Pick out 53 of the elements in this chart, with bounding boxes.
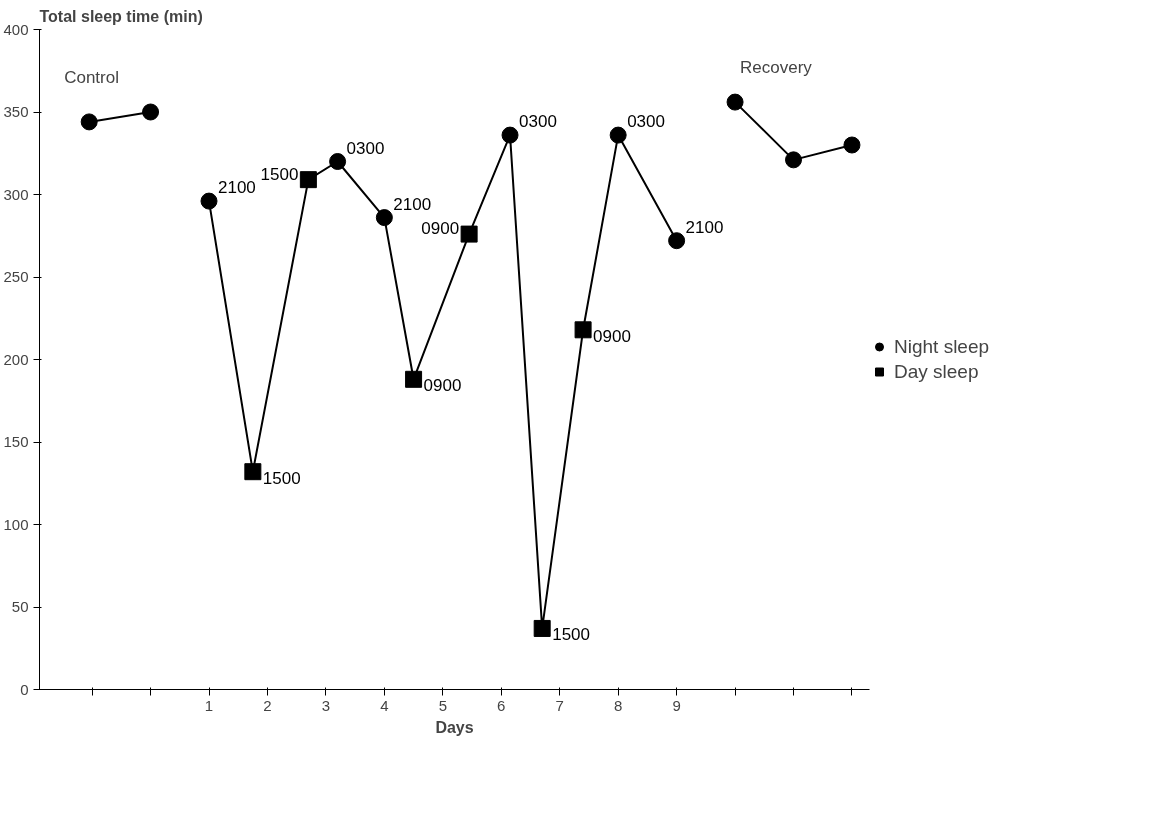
- annotation: 2100: [685, 217, 724, 237]
- annotation: 0900: [423, 376, 462, 396]
- point: [501, 126, 519, 144]
- point: [574, 321, 592, 339]
- y-tick-label: 400: [3, 20, 29, 38]
- x-tick-label: 3: [321, 696, 331, 714]
- annotation: 1500: [552, 625, 590, 645]
- x-tick-label: 6: [497, 696, 506, 714]
- x-tick-label: 7: [555, 696, 564, 714]
- x-tick-label: 9: [672, 696, 681, 714]
- x-axis-title: Days: [435, 718, 474, 736]
- point: [80, 113, 98, 131]
- y-axis-title: Total sleep time (min): [39, 7, 203, 25]
- annotation: Control: [64, 68, 119, 87]
- annotation: 0300: [519, 112, 557, 132]
- y-tick-label: 50: [11, 598, 29, 615]
- annotation: 2100: [393, 194, 432, 214]
- y-tick-label: 150: [3, 433, 29, 450]
- point: [405, 370, 423, 388]
- y-tick-label: 200: [3, 350, 29, 368]
- point: [533, 619, 551, 637]
- annotation: 2100: [218, 178, 256, 198]
- point: [329, 153, 347, 170]
- point: [609, 126, 627, 144]
- annotation: 0900: [593, 326, 631, 346]
- y-tick-label: 250: [3, 268, 29, 285]
- annotation: 0900: [421, 219, 460, 239]
- annotation: 1500: [262, 468, 301, 488]
- point: [299, 171, 317, 189]
- point: [375, 209, 393, 227]
- point: [244, 463, 262, 481]
- point: [668, 232, 686, 250]
- point: [843, 136, 861, 154]
- x-tick-label: 4: [380, 696, 389, 714]
- x-tick-label: 1: [204, 696, 214, 714]
- annotation: 0300: [627, 112, 665, 132]
- legend-label: Day sleep: [894, 360, 979, 383]
- y-tick-label: 100: [3, 515, 29, 533]
- x-tick-label: 2: [263, 696, 272, 714]
- x-tick-label: 8: [613, 696, 623, 714]
- point: [726, 93, 744, 111]
- legend-label: Night sleep: [894, 335, 990, 358]
- annotation: 0300: [346, 138, 385, 158]
- y-tick-label: 350: [3, 103, 29, 120]
- annotation: 1500: [260, 164, 299, 184]
- y-tick-label: 300: [3, 185, 29, 203]
- point: [785, 151, 803, 169]
- y-tick-label: 0: [20, 680, 29, 698]
- point: [460, 225, 478, 243]
- point: [200, 192, 218, 210]
- point: [142, 103, 160, 121]
- x-tick-label: 5: [438, 696, 447, 714]
- annotation: Recovery: [740, 58, 813, 78]
